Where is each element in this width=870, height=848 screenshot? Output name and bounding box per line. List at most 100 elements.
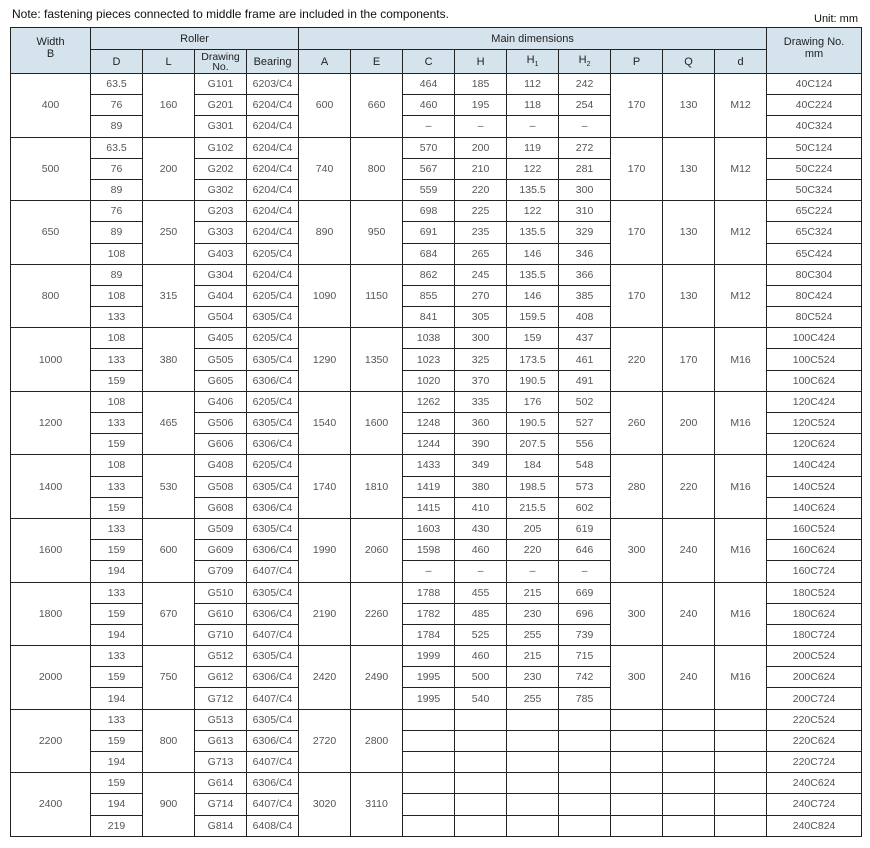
cell-H1: – — [506, 115, 560, 138]
cell-bearing: 6305/C4 — [245, 581, 300, 604]
cell-L: 600 — [142, 517, 195, 583]
cell-D: 159 — [90, 496, 143, 519]
table-row: 650 76 250 G203 6204/C4 890 950 698 225 122 310 170… — [10, 200, 863, 265]
cell-d: M16 — [714, 390, 768, 456]
cell-D: 133 — [90, 306, 143, 329]
cell-D: 76 — [90, 157, 143, 180]
cell-H: 195 — [454, 94, 508, 117]
cell-H2: – — [558, 560, 612, 583]
unit-label: Unit: mm — [814, 13, 858, 25]
cell-drawing: G512 — [194, 645, 247, 668]
cell-H2: 408 — [558, 306, 612, 329]
table-row: 89 G301 6204/C4– – – –40C324 — [11, 115, 863, 138]
header-width: Width B — [10, 27, 91, 74]
cell-H — [454, 772, 508, 795]
cell-H: 185 — [454, 72, 508, 96]
cell-A: 2190 — [298, 581, 352, 647]
cell-Q: 240 — [662, 645, 716, 710]
cell-bearing: 6205/C4 — [245, 327, 300, 350]
table-row: 1000 108 380 G405 6205/C4 1290 1350 1038 300 159 4… — [10, 327, 863, 392]
cell-H1: 215 — [506, 581, 560, 604]
cell-drawing-no: 40C224 — [766, 94, 863, 117]
cell-drawing: G509 — [194, 517, 247, 541]
cell-H2: 491 — [558, 369, 612, 392]
header-drawing: Drawing No. — [194, 49, 247, 74]
header-H1-sub: 1 — [534, 61, 539, 69]
cell-H1: 135.5 — [506, 178, 560, 202]
header-main-dimensions: Main dimensions — [298, 27, 768, 50]
cell-H2: 785 — [558, 687, 612, 710]
cell-D: 76 — [90, 200, 143, 223]
cell-bearing: 6205/C4 — [245, 390, 300, 414]
cell-d — [714, 793, 768, 816]
cell-Q: 130 — [662, 73, 716, 138]
cell-Q — [662, 750, 716, 774]
cell-D: 159 — [90, 369, 143, 392]
cell-width: 650 — [10, 200, 91, 265]
cell-P: 300 — [610, 581, 664, 647]
cell-drawing-no: 160C524 — [766, 517, 863, 541]
cell-d: M12 — [714, 73, 768, 138]
cell-bearing: 6407/C4 — [245, 750, 300, 774]
cell-d: M12 — [714, 200, 768, 265]
cell-H2: 461 — [558, 348, 612, 371]
cell-H — [454, 708, 508, 731]
cell-drawing-no: 120C524 — [766, 411, 863, 435]
cell-D: 219 — [90, 814, 143, 837]
cell-L: 250 — [142, 200, 195, 265]
cell-width: 500 — [10, 136, 91, 202]
cell-H1: 255 — [506, 623, 560, 647]
cell-drawing-no: 65C324 — [766, 221, 863, 244]
table-row: 159 G612 6306/C4 1995 500 230 742 200C624 — [11, 666, 863, 689]
cell-H2 — [558, 772, 612, 795]
cell-D: 133 — [90, 708, 143, 731]
cell-Q — [662, 793, 716, 816]
cell-H: – — [454, 560, 508, 583]
header-drawing-no-label: Drawing No. — [783, 36, 845, 48]
cell-D: 194 — [90, 623, 143, 647]
table-row: 1400 108 530 G408 6205/C4 1740 1810 1433 349 184 5… — [10, 454, 863, 519]
cell-C: 855 — [402, 284, 456, 308]
roller-dimensions-table: Width B Roller Main dimensions Drawing No… — [10, 27, 863, 837]
cell-L: 380 — [142, 327, 195, 392]
cell-H: 380 — [454, 475, 508, 498]
cell-H1: 198.5 — [506, 475, 560, 498]
cell-H1: 122 — [506, 200, 560, 223]
cell-drawing: G304 — [194, 263, 247, 286]
cell-H1: 190.5 — [506, 411, 560, 435]
cell-H — [454, 729, 508, 753]
cell-H: 390 — [454, 433, 508, 456]
cell-drawing-no: 180C624 — [766, 602, 863, 625]
cell-H1: 176 — [506, 390, 560, 414]
table-row: 194 G709 6407/C4– – – –160C724 — [11, 560, 863, 583]
cell-D: 194 — [90, 687, 143, 710]
cell-bearing: 6306/C4 — [245, 539, 300, 562]
cell-C — [402, 772, 456, 795]
cell-P — [610, 793, 664, 816]
cell-drawing-no: 100C524 — [766, 348, 863, 371]
cell-drawing: G713 — [194, 750, 247, 774]
cell-H: 540 — [454, 687, 508, 710]
cell-H2: 310 — [558, 200, 612, 223]
cell-H: 460 — [454, 645, 508, 668]
cell-D: 159 — [90, 729, 143, 753]
cell-D: 159 — [90, 772, 143, 795]
header-D: D — [90, 49, 143, 74]
cell-H1: 112 — [506, 72, 560, 96]
cell-H1: 119 — [506, 136, 560, 159]
cell-C: 1038 — [402, 327, 456, 350]
table-row: 108 G403 6205/C4 684 265 146 346 65C424 — [11, 242, 863, 265]
cell-H1: 220 — [506, 539, 560, 562]
cell-P: 300 — [610, 517, 664, 583]
cell-A: 600 — [298, 73, 352, 138]
cell-A: 740 — [298, 136, 352, 202]
cell-H1: 135.5 — [506, 221, 560, 244]
cell-H2: 272 — [558, 136, 612, 159]
cell-E: 1150 — [350, 263, 404, 329]
cell-drawing: G408 — [194, 454, 247, 477]
cell-L: 800 — [142, 708, 195, 774]
cell-H: 265 — [454, 242, 508, 265]
cell-H1: 159 — [506, 327, 560, 350]
cell-bearing: 6305/C4 — [245, 708, 300, 731]
cell-bearing: 6408/C4 — [245, 814, 300, 837]
